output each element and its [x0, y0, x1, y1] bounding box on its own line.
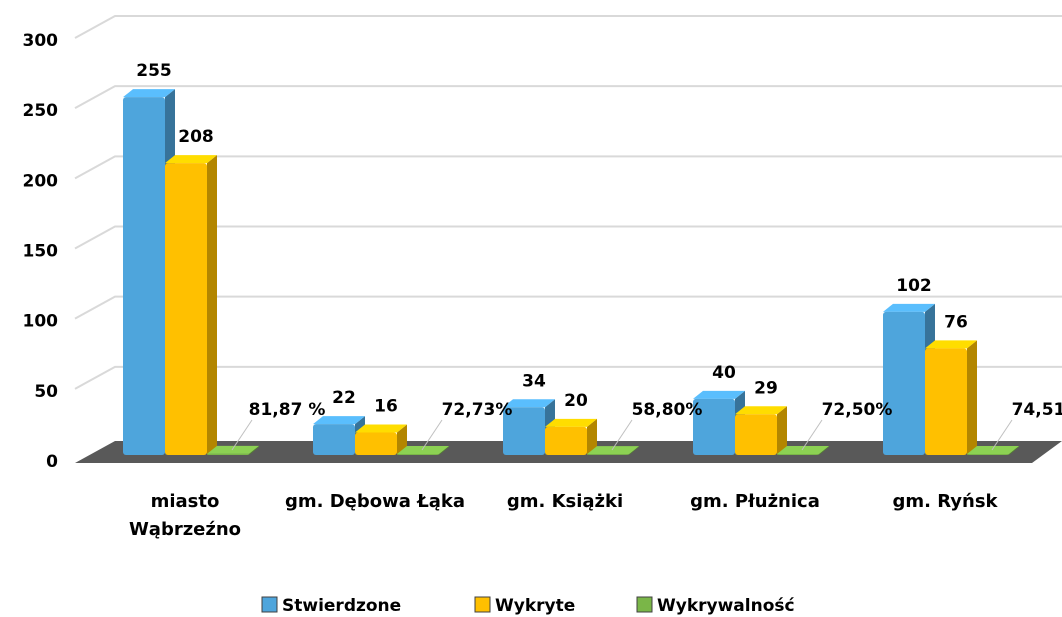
bar	[207, 445, 259, 455]
value-label: 58,80%	[632, 400, 703, 420]
bar-front	[207, 453, 249, 455]
grid-line	[74, 295, 1062, 320]
y-tick-label: 100	[23, 312, 59, 332]
bar	[545, 418, 597, 455]
x-tick-label: gm. Dębowa Łąka	[285, 491, 466, 512]
bar-top	[693, 390, 745, 399]
bar-front	[883, 311, 925, 455]
bar-front	[735, 414, 777, 455]
bar-side	[819, 445, 829, 455]
value-label: 255	[136, 61, 172, 81]
grid-line	[74, 155, 1062, 180]
bar-front	[925, 348, 967, 455]
bar-front	[313, 424, 355, 455]
leader-line	[421, 419, 443, 451]
value-label: 34	[522, 371, 546, 391]
y-tick-label: 50	[34, 382, 58, 402]
bar	[587, 446, 639, 455]
bar	[355, 424, 407, 455]
bar-front	[777, 453, 819, 455]
bar-front	[165, 163, 207, 455]
value-label: 40	[712, 363, 736, 383]
x-tick-label: gm. Płużnica	[690, 491, 820, 512]
bar-top	[967, 445, 1019, 454]
y-tick-label: 150	[23, 242, 59, 262]
y-tick-label: 300	[23, 31, 59, 51]
y-tick-label: 200	[23, 171, 59, 191]
bar-top	[123, 89, 175, 98]
bar-side	[587, 418, 597, 455]
bar	[777, 445, 829, 455]
bar-front	[587, 454, 629, 455]
bar	[735, 406, 787, 455]
bar-top	[503, 399, 555, 408]
grid-line	[74, 15, 1062, 39]
legend-label: Wykrywalność	[657, 596, 795, 616]
grid-line	[74, 85, 1062, 110]
bar-front	[967, 453, 1009, 455]
bar-side	[207, 155, 217, 455]
value-label: 76	[944, 312, 968, 332]
bar	[967, 445, 1019, 455]
value-label: 81,87 %	[249, 400, 326, 420]
bar	[165, 155, 217, 455]
bar-top	[165, 155, 217, 164]
bar-top	[397, 445, 449, 454]
value-label: 72,73%	[442, 400, 513, 420]
legend-swatch	[636, 596, 653, 613]
bar-front	[397, 453, 439, 455]
value-label: 29	[754, 378, 778, 398]
bar-side	[629, 446, 639, 455]
legend-label: Wykryte	[495, 596, 575, 616]
x-tick-label: miasto Wąbrzeźno	[128, 491, 242, 540]
bar-top	[207, 445, 259, 454]
grid-line	[74, 365, 1062, 390]
legend-label: Stwierdzone	[282, 596, 401, 616]
value-label: 74,51%	[1012, 400, 1062, 420]
bar-front	[693, 398, 735, 455]
bar-top	[735, 406, 787, 415]
bar-side	[249, 445, 259, 455]
y-tick-label: 0	[46, 452, 58, 472]
bar-front	[123, 97, 165, 456]
legend-swatch	[261, 596, 278, 613]
value-label: 208	[178, 127, 214, 147]
leader-line	[801, 419, 823, 451]
bar-side	[439, 445, 449, 455]
value-label: 22	[332, 388, 356, 408]
bar-front	[355, 432, 397, 455]
value-label: 16	[374, 397, 398, 417]
bar-top	[777, 445, 829, 454]
x-tick-label: gm. Ryńsk	[892, 491, 998, 512]
bar-side	[777, 406, 787, 455]
bar-side	[397, 424, 407, 455]
x-tick-label: gm. Książki	[506, 491, 624, 512]
grid-line	[74, 225, 1062, 250]
value-label: 20	[564, 391, 588, 411]
bar-top	[545, 418, 597, 427]
bar-top	[587, 446, 639, 455]
value-label: 102	[896, 276, 932, 296]
bar-top	[313, 416, 365, 425]
bar-top	[355, 424, 407, 433]
value-label: 72,50%	[822, 400, 893, 420]
bar-side	[1009, 445, 1019, 455]
leader-line	[231, 419, 253, 451]
bar-top	[925, 340, 977, 349]
bar-front	[503, 407, 545, 455]
bar-top	[883, 303, 935, 312]
bar-front	[545, 426, 587, 455]
leader-line	[991, 419, 1013, 451]
legend-swatch	[474, 596, 491, 613]
bar-side	[967, 340, 977, 455]
y-tick-label: 250	[23, 101, 59, 121]
bar	[925, 340, 977, 455]
leader-line	[611, 419, 633, 451]
bar	[397, 445, 449, 455]
